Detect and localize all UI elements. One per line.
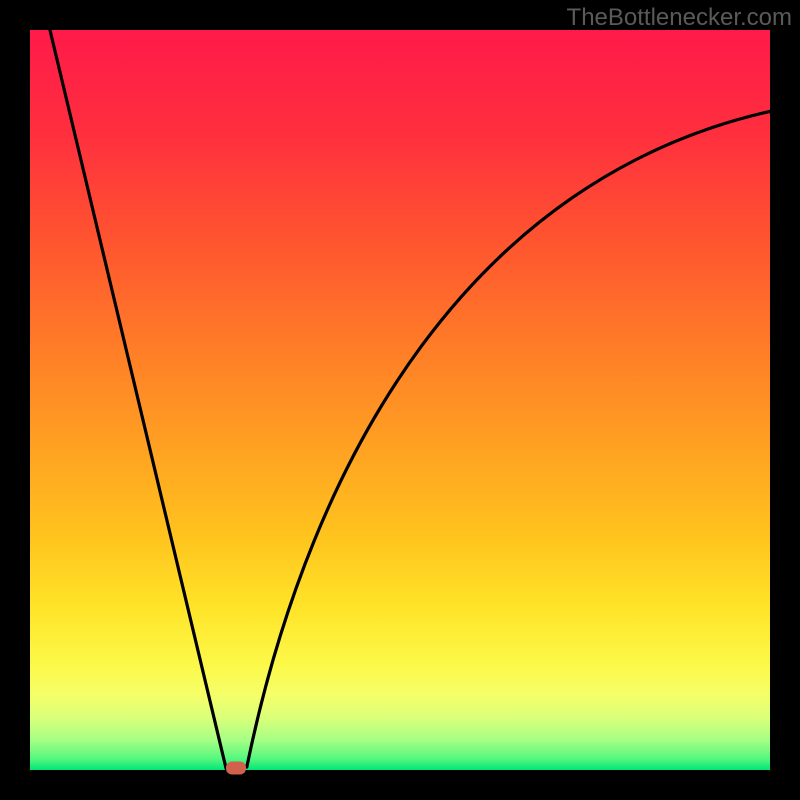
- optimum-marker: [226, 761, 246, 774]
- bottleneck-curve: [30, 30, 770, 770]
- curve-right-segment: [247, 111, 770, 767]
- attribution-text: TheBottlenecker.com: [567, 4, 792, 32]
- chart-container: TheBottlenecker.com: [0, 0, 800, 800]
- plot-area: [30, 30, 770, 770]
- curve-left-segment: [50, 30, 226, 769]
